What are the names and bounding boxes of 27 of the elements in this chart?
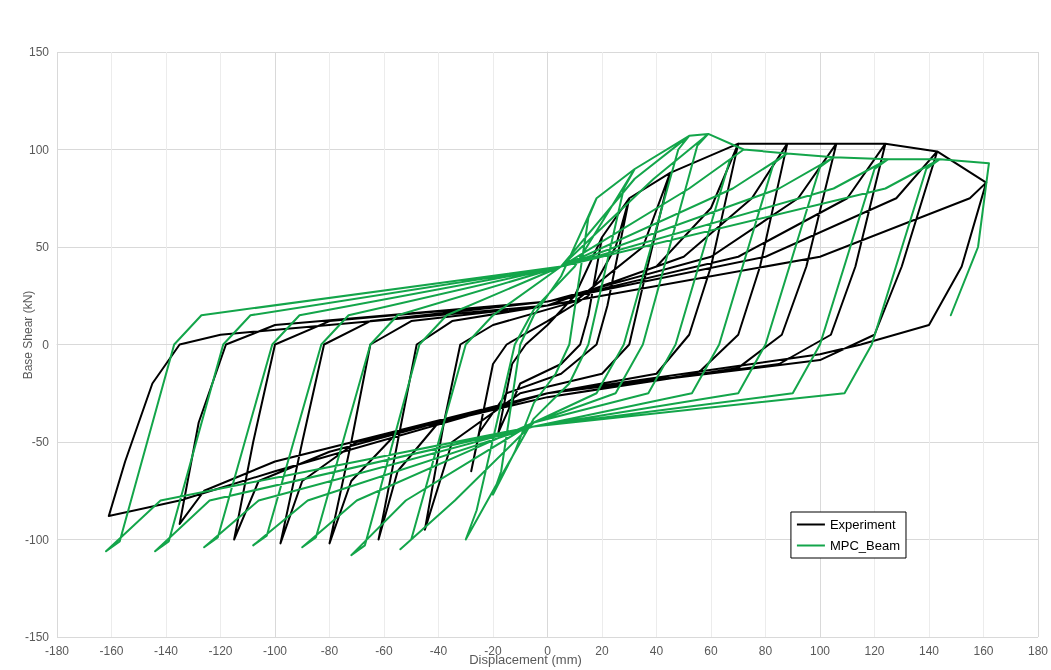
y-tick-label: -50 bbox=[31, 435, 50, 449]
x-tick-label: -180 bbox=[44, 644, 70, 658]
y-tick-label: 100 bbox=[28, 142, 50, 157]
x-tick-label: -60 bbox=[375, 644, 393, 658]
x-tick-label: -160 bbox=[99, 644, 124, 658]
x-tick-label: 20 bbox=[595, 644, 609, 658]
x-tick-label: 60 bbox=[704, 644, 718, 658]
y-tick-label: -100 bbox=[24, 532, 50, 547]
x-tick-label: -100 bbox=[262, 644, 288, 658]
y-axis-title: Base Shear (kN) bbox=[21, 290, 35, 380]
y-tick-label: 150 bbox=[28, 45, 50, 59]
x-tick-label: -80 bbox=[320, 644, 339, 658]
x-tick-label: 180 bbox=[1027, 644, 1049, 658]
x-tick-label: 140 bbox=[918, 644, 940, 658]
x-tick-label: -40 bbox=[429, 644, 448, 658]
y-tick-label: 0 bbox=[42, 337, 50, 352]
x-tick-label: 100 bbox=[809, 644, 831, 658]
legend-label: MPC_Beam bbox=[829, 538, 900, 553]
x-tick-label: 160 bbox=[973, 644, 994, 658]
x-tick-label: 120 bbox=[864, 644, 885, 658]
y-tick-label: 50 bbox=[35, 240, 50, 254]
y-tick-label: -150 bbox=[24, 630, 50, 644]
x-tick-label: 80 bbox=[758, 644, 773, 658]
legend-label: Experiment bbox=[829, 517, 897, 532]
x-tick-label: -120 bbox=[208, 644, 233, 658]
x-tick-label: 40 bbox=[649, 644, 664, 658]
x-tick-label: -140 bbox=[153, 644, 179, 658]
